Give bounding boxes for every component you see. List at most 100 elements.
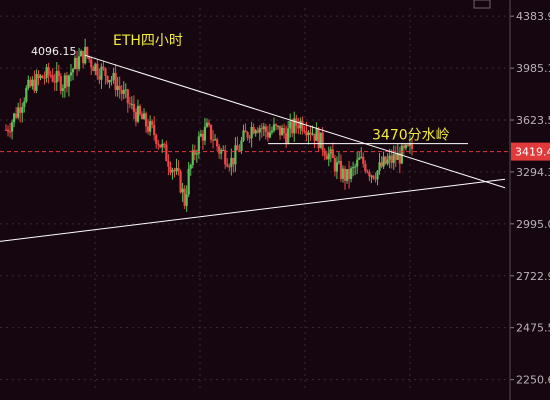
candle-body: [287, 128, 290, 144]
candle-body: [352, 167, 355, 169]
candle-body: [138, 106, 142, 115]
candle-body: [364, 163, 367, 172]
candle-body: [331, 149, 334, 159]
level-annotation: 3470分水岭: [372, 128, 450, 144]
candle-body: [244, 130, 247, 133]
candle-body: [224, 150, 227, 165]
candle-body: [53, 81, 56, 83]
candle-body: [163, 143, 166, 145]
candle-body: [297, 125, 300, 129]
candle-body: [69, 72, 73, 76]
candle-body: [19, 107, 22, 113]
candle-body: [31, 79, 34, 87]
candle-body: [90, 59, 93, 68]
candle-body: [94, 63, 97, 72]
candle-body: [147, 126, 150, 132]
candle-body: [57, 71, 60, 77]
candle-body: [21, 107, 24, 113]
candle-body: [220, 150, 223, 154]
candle-body: [250, 126, 253, 139]
candle-body: [260, 128, 263, 130]
y-tick-label: 3623.5: [516, 114, 550, 127]
candle-body: [195, 153, 198, 155]
candle-body: [96, 63, 99, 76]
candle-body: [309, 132, 312, 135]
y-tick-label: 3985.1: [516, 62, 550, 75]
candle-body: [71, 69, 75, 73]
candle-body: [27, 79, 30, 88]
window-icon: [473, 0, 491, 9]
candle-body: [29, 79, 32, 87]
candle-body: [248, 137, 251, 139]
candle-body: [199, 133, 202, 137]
candle-body: [106, 76, 109, 83]
candle-body: [193, 150, 196, 155]
candle-body: [203, 126, 207, 141]
candle-body: [167, 161, 170, 167]
candle-body: [333, 158, 336, 172]
candle-body: [17, 107, 20, 118]
candle-body: [92, 67, 95, 72]
candle-body: [242, 130, 245, 141]
candle-body: [112, 72, 115, 80]
candle-body: [358, 157, 361, 160]
candle-body: [189, 164, 192, 169]
candle-body: [386, 159, 389, 164]
candle-body: [374, 178, 377, 180]
current-price-label: 3419.4: [515, 146, 550, 159]
candle-body: [313, 133, 316, 141]
candle-body: [272, 124, 276, 131]
candle-body: [59, 76, 62, 91]
candle-body: [82, 51, 85, 64]
candle-body: [100, 66, 103, 80]
candle-body: [315, 128, 318, 141]
candle-body: [114, 72, 117, 91]
candle-body: [283, 127, 286, 134]
candle-body: [153, 124, 156, 136]
candle-body: [49, 75, 52, 77]
candle-body: [380, 162, 383, 167]
candle-body: [299, 120, 302, 129]
candle-body: [305, 131, 308, 136]
candle-body: [41, 75, 44, 79]
candle-body: [201, 133, 205, 141]
candle-body: [226, 164, 229, 167]
candle-body: [61, 88, 64, 91]
candle-body: [390, 155, 393, 163]
candle-body: [51, 75, 54, 82]
candle-body: [45, 67, 48, 79]
candle-body: [159, 144, 162, 148]
candle-body: [144, 113, 148, 127]
candle-body: [321, 132, 324, 151]
candle-body: [228, 166, 231, 168]
candle-body: [240, 140, 243, 151]
candle-body: [301, 120, 304, 131]
candle-body: [118, 85, 121, 90]
candle-body: [211, 139, 215, 141]
candle-body: [398, 152, 401, 164]
candle-body: [354, 166, 357, 168]
candle-body: [341, 168, 345, 179]
candle-body: [207, 122, 211, 125]
candle-body: [392, 154, 395, 163]
candle-body: [218, 146, 221, 154]
candle-body: [323, 150, 326, 156]
lower-trendline: [0, 178, 506, 242]
candle-body: [264, 126, 267, 132]
candle-body: [356, 159, 359, 167]
candle-body: [128, 103, 131, 105]
candle-body: [120, 89, 123, 94]
candle-body: [291, 121, 294, 134]
candle-body: [382, 156, 385, 167]
candle-body: [181, 188, 184, 193]
candle-body: [124, 89, 127, 91]
candle-body: [197, 136, 200, 154]
candle-body: [149, 121, 152, 132]
candle-body: [222, 150, 225, 152]
candle-body: [205, 122, 209, 127]
candle-body: [394, 154, 397, 160]
candle-body: [274, 124, 278, 126]
candle-body: [376, 170, 379, 180]
candle-body: [256, 130, 259, 133]
